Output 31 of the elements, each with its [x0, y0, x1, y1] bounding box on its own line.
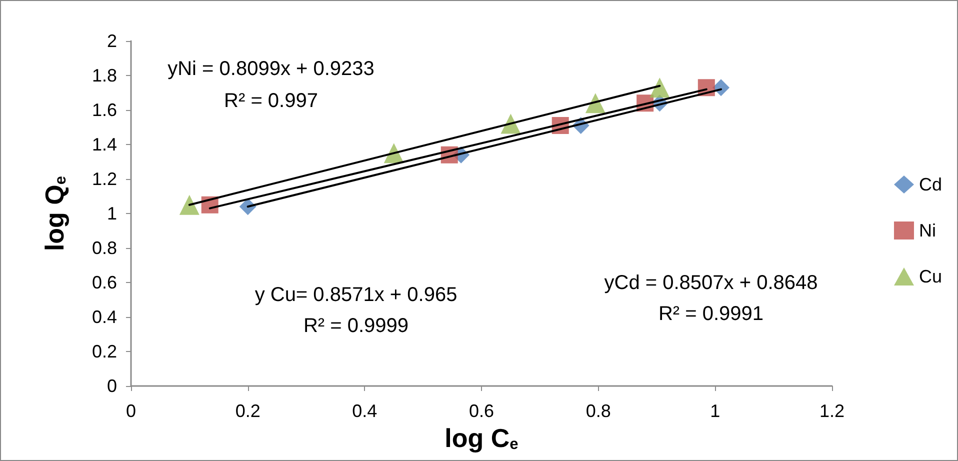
annotation: yCd = 0.8507x + 0.8648 — [604, 272, 818, 294]
y-tick-label: 2 — [106, 31, 117, 51]
legend-label: Cd — [918, 174, 942, 194]
y-tick-label: 1.6 — [92, 100, 117, 120]
y-tick-label: 0.8 — [92, 238, 117, 258]
x-tick-label: 0.2 — [235, 401, 260, 421]
x-tick-label: 0 — [126, 401, 136, 421]
x-tick-label: 0.6 — [468, 401, 494, 421]
annotation: R² = 0.9999 — [303, 315, 409, 337]
y-axis-title: log Qe — [40, 176, 70, 252]
point — [650, 78, 670, 98]
x-tick-label: 0.8 — [586, 401, 611, 421]
annotation: yNi = 0.8099x + 0.9233 — [168, 58, 374, 80]
y-tick-label: 1.8 — [92, 66, 117, 86]
point — [179, 194, 200, 215]
x-axis-title: log Ce — [444, 422, 519, 453]
x-tick-label: 1 — [710, 401, 720, 421]
y-tick-label: 0.4 — [92, 307, 117, 327]
legend-label: Cu — [918, 266, 942, 286]
legend-label: Ni — [918, 220, 936, 240]
y-tick-label: 1.4 — [92, 134, 117, 154]
annotation: R² = 0.997 — [224, 90, 318, 112]
annotation: y Cu= 0.8571x + 0.965 — [254, 284, 458, 306]
x-tick-label: 0.4 — [352, 401, 378, 421]
x-tick-label: 1.2 — [819, 401, 845, 421]
y-tick-label: 0.2 — [92, 342, 117, 362]
y-tick-label: 0 — [106, 376, 117, 396]
y-tick-label: 1 — [106, 204, 117, 224]
annotation: R² = 0.9991 — [658, 303, 764, 325]
y-tick-label: 1.2 — [92, 169, 117, 189]
y-tick-label: 0.6 — [92, 272, 117, 292]
